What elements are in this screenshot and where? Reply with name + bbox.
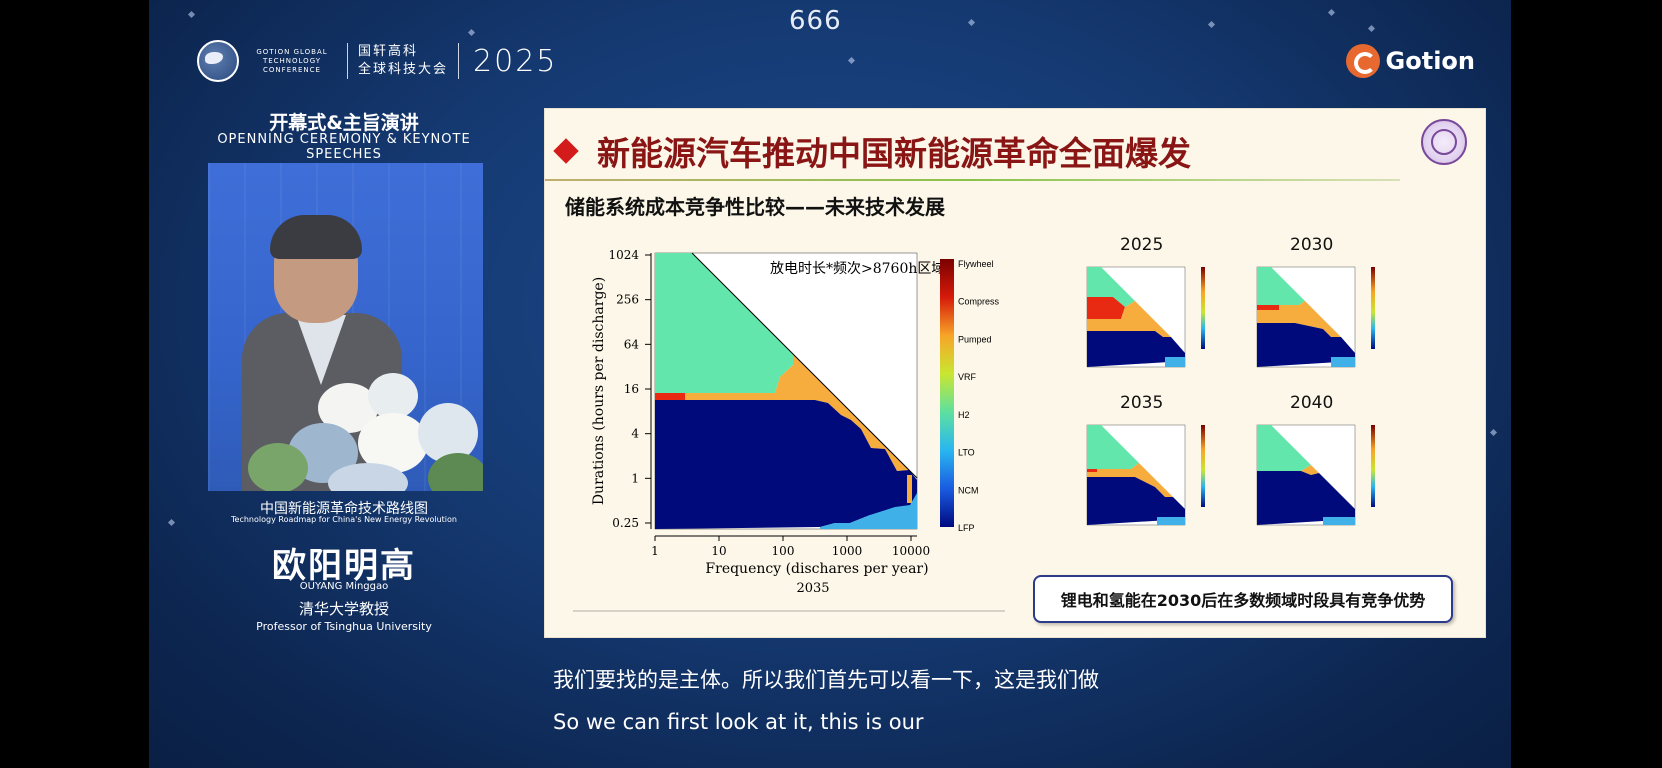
conference-year: 2025 (473, 43, 558, 79)
logo-divider (458, 43, 460, 79)
mini-heatmap-2025 (1086, 266, 1205, 368)
y-tick-label: 64 (624, 337, 640, 351)
chart-year: 2035 (796, 581, 829, 596)
conference-name-en: GOTION GLOBAL TECHNOLOGY CONFERENCE (256, 47, 328, 74)
legend-labels: Flywheel Compress Pumped VRF H2 LTO NCM LFP (958, 259, 1000, 533)
logo-divider (347, 43, 348, 79)
flower-arrangement (228, 363, 483, 491)
speaker-video (208, 163, 483, 491)
title-underline (545, 179, 1400, 181)
globe-icon (197, 40, 239, 82)
y-tick-label: 0.25 (612, 516, 639, 530)
x-tick-label: 1000 (832, 544, 863, 558)
session-title-en: OPENNING CEREMONY & KEYNOTE SPEECHES (217, 132, 471, 162)
conference-cn-line2: 全球科技大会 (358, 62, 449, 77)
y-axis-label: Durations (hours per discharge) (591, 277, 607, 505)
mini-year-2025: 2025 (1120, 235, 1164, 255)
y-tick-label: 1 (631, 471, 639, 485)
region-pumped (675, 354, 909, 471)
y-tick-label: 16 (624, 382, 639, 396)
y-tick-label: 1024 (608, 248, 639, 262)
boundary-diagonal (691, 252, 918, 479)
x-tick-label: 10 (711, 544, 726, 558)
conference-name-cn: 国轩高科 全球科技大会 (358, 43, 448, 79)
view-counter: 666 (789, 6, 842, 36)
speaker-title-cn: 清华大学教授 (298, 600, 389, 618)
region-lto (820, 493, 917, 529)
background-stage: 666 GOTION GLOBAL TECHNOLOGY CONFERENCE … (149, 0, 1511, 768)
slide-title: 新能源汽车推动中国新能源革命全面爆发 (597, 134, 1191, 173)
x-tick-label: 100 (772, 544, 795, 558)
y-tick-label: 256 (616, 293, 639, 307)
gotion-logo-icon (1345, 44, 1380, 78)
conference-cn-line1: 国轩高科 (358, 44, 419, 59)
mini-year-2040: 2040 (1290, 393, 1334, 413)
tsinghua-emblem-icon (1421, 119, 1467, 165)
presentation-slide: 新能源汽车推动中国新能源革命全面爆发 储能系统成本竞争性比较——未来技术发展 1… (544, 108, 1486, 638)
gotion-brand: Gotion (1345, 44, 1475, 78)
conclusion-box: 锂电和氢能在2030后在多数频域时段具有竞争优势 (1033, 575, 1453, 623)
region-h2 (655, 253, 793, 393)
mini-year-2030: 2030 (1290, 235, 1334, 255)
subtitle-cn: 我们要找的是主体。所以我们首先可以看一下，这是我们做 (553, 668, 1099, 692)
legend-label: H2 (958, 410, 970, 420)
x-axis-label: Frequency (dischares per year) (705, 561, 928, 577)
legend-colorbar (940, 259, 954, 527)
mini-heatmap-2040 (1256, 424, 1375, 526)
legend-label: NCM (958, 485, 979, 495)
region-lfp (655, 400, 917, 529)
speaker-name-cn: 欧阳明高 (272, 546, 416, 586)
topic-caption-en: Technology Roadmap for China's New Energ… (231, 515, 457, 524)
topic-caption-cn: 中国新能源革命技术路线图 (260, 501, 428, 517)
chart-annotation: 放电时长*频次>8760h区域 (770, 261, 945, 277)
region-ncm-strip (907, 475, 912, 503)
diamond-bullet-icon (553, 138, 579, 164)
subtitle-en: So we can first look at it, this is our (553, 710, 924, 734)
mini-heatmap-2030 (1256, 266, 1375, 368)
main-heatmap-chart: 1024 256 64 16 4 1 0.25 1 10 100 1000 10000 放电时长*频… (573, 248, 1005, 612)
legend-label: Flywheel (958, 259, 994, 269)
mini-year-2035: 2035 (1120, 393, 1164, 413)
speaker-name-en: OUYANG Minggao (299, 581, 389, 592)
x-tick-labels: 1 10 100 1000 10000 (651, 536, 930, 558)
session-title-cn: 开幕式&主旨演讲 (269, 112, 419, 134)
x-tick-label: 1 (651, 544, 659, 558)
legend-label: LTO (958, 448, 975, 458)
legend-label: Pumped (958, 334, 992, 344)
y-tick-labels: 1024 256 64 16 4 1 0.25 (608, 248, 651, 530)
y-tick-label: 4 (631, 427, 639, 441)
legend-label: VRF (958, 372, 977, 382)
x-tick-label: 10000 (892, 544, 930, 558)
colorbar-rect (940, 259, 954, 527)
brand-name: Gotion (1385, 47, 1475, 75)
mini-heatmap-2035 (1086, 424, 1205, 526)
slide-subtitle: 储能系统成本竞争性比较——未来技术发展 (565, 195, 945, 219)
region-compress (655, 393, 685, 400)
speaker-title-en: Professor of Tsinghua University (256, 620, 432, 633)
legend-label: Compress (958, 297, 1000, 307)
legend-label: LFP (958, 523, 975, 533)
conference-logo: GOTION GLOBAL TECHNOLOGY CONFERENCE 国轩高科… (197, 40, 557, 82)
